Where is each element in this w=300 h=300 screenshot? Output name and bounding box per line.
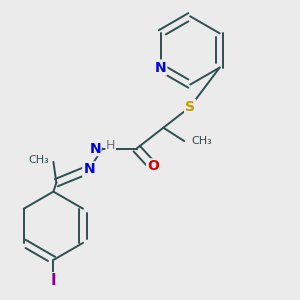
Text: N: N bbox=[89, 142, 101, 155]
Text: H: H bbox=[106, 139, 116, 152]
Text: O: O bbox=[147, 159, 159, 173]
Text: S: S bbox=[185, 100, 195, 114]
Text: I: I bbox=[51, 273, 56, 288]
Text: N: N bbox=[155, 61, 166, 74]
Text: N: N bbox=[83, 162, 95, 176]
Text: CH₃: CH₃ bbox=[192, 136, 212, 146]
Text: CH₃: CH₃ bbox=[28, 155, 49, 165]
